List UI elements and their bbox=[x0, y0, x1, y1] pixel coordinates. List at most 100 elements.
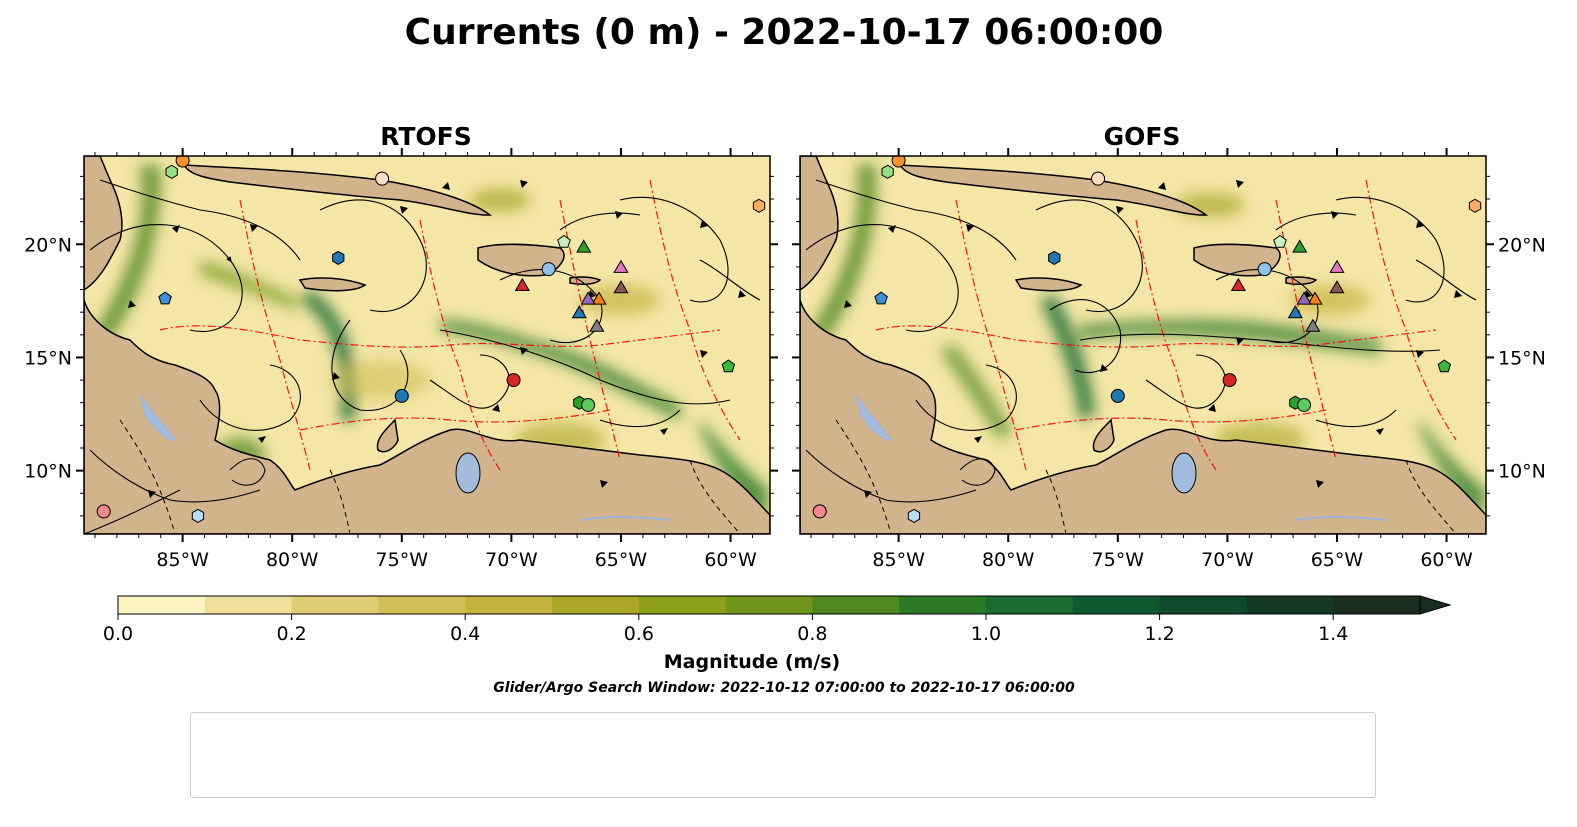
float-marker bbox=[891, 156, 906, 168]
eez-boundaries bbox=[875, 179, 1457, 471]
float-marker bbox=[1222, 373, 1237, 388]
x-tick-label: 65°W bbox=[595, 549, 648, 571]
axis-ticks-gofs: 85°W 80°W 75°W 70°W 65°W 60°W 10°N 15°N 20°N bbox=[792, 148, 1546, 571]
map-area-rtofs bbox=[84, 156, 770, 534]
float-marker bbox=[394, 388, 409, 403]
float-marker bbox=[1468, 198, 1482, 213]
float-marker bbox=[613, 259, 629, 273]
x-tick-label: 75°W bbox=[376, 549, 429, 571]
land-masses bbox=[84, 156, 770, 534]
float-marker bbox=[557, 234, 571, 248]
float-marker bbox=[1307, 291, 1323, 305]
float-marker bbox=[1230, 277, 1246, 291]
float-marker bbox=[1273, 234, 1287, 248]
x-tick-label: 70°W bbox=[485, 549, 538, 571]
float-marker bbox=[1329, 280, 1345, 294]
lakes bbox=[139, 394, 671, 521]
colorbar-bin bbox=[204, 596, 293, 614]
float-marker bbox=[571, 304, 587, 319]
float-marker bbox=[1305, 318, 1321, 332]
x-tick-label: 70°W bbox=[1201, 549, 1254, 571]
float-marker bbox=[514, 277, 530, 291]
float-marker bbox=[1292, 239, 1308, 253]
float-marker bbox=[1091, 171, 1106, 186]
float-marker bbox=[506, 373, 521, 388]
x-tick-label: 60°W bbox=[1420, 549, 1473, 571]
x-tick-label: 65°W bbox=[1311, 549, 1364, 571]
colorbar: 0.0 0.2 0.4 0.6 0.8 1.0 1.2 1.4 bbox=[103, 595, 1452, 645]
float-marker bbox=[812, 504, 827, 519]
y-tick-label: 20°N bbox=[1498, 234, 1546, 256]
colorbar-label: Magnitude (m/s) bbox=[664, 651, 841, 673]
stream-arrows bbox=[844, 180, 1462, 498]
borders bbox=[835, 419, 1457, 534]
float-markers-rtofs bbox=[96, 156, 766, 523]
y-tick-label: 20°N bbox=[24, 234, 72, 256]
colorbar-bin bbox=[1333, 596, 1421, 614]
float-marker bbox=[158, 291, 172, 305]
colorbar-bin bbox=[118, 596, 206, 614]
float-marker bbox=[589, 318, 605, 332]
colorbar-bin bbox=[465, 596, 553, 614]
colorbar-tick-label: 0.2 bbox=[276, 623, 306, 645]
map-panel-rtofs: RTOFS bbox=[24, 122, 778, 571]
map-frame-gofs bbox=[799, 155, 1487, 535]
float-marker bbox=[721, 359, 736, 373]
float-marker bbox=[580, 291, 596, 305]
y-tick-label: 15°N bbox=[1498, 347, 1546, 369]
float-marker bbox=[1110, 388, 1125, 403]
x-tick-label: 80°W bbox=[982, 549, 1035, 571]
search-window-subtitle: Glider/Argo Search Window: 2022-10-12 07… bbox=[493, 680, 1075, 696]
float-markers-gofs bbox=[812, 156, 1482, 523]
legend-frame bbox=[190, 712, 1376, 798]
y-tick-label: 15°N bbox=[24, 347, 72, 369]
colorbar-tick-label: 0.0 bbox=[103, 623, 133, 645]
colorbar-bin bbox=[291, 596, 379, 614]
map-panel-gofs: GOFS bbox=[792, 122, 1546, 571]
figure-title: Currents (0 m) - 2022-10-17 06:00:00 bbox=[405, 12, 1164, 53]
float-marker bbox=[907, 508, 921, 523]
x-tick-label: 75°W bbox=[1092, 549, 1145, 571]
colorbar-bin bbox=[378, 596, 466, 614]
float-marker bbox=[175, 156, 190, 168]
panel-title-gofs: GOFS bbox=[1104, 122, 1181, 151]
lakes bbox=[855, 394, 1387, 521]
colorbar-tick-label: 0.6 bbox=[624, 623, 654, 645]
streamlines bbox=[89, 179, 761, 503]
float-marker bbox=[874, 291, 888, 305]
streamlines bbox=[805, 179, 1477, 503]
float-marker bbox=[332, 250, 345, 265]
float-marker bbox=[1437, 359, 1452, 373]
colorbar-tick-label: 1.4 bbox=[1318, 623, 1348, 645]
colorbar-bin bbox=[725, 596, 813, 614]
y-tick-label: 10°N bbox=[1498, 461, 1546, 483]
float-marker bbox=[165, 164, 178, 179]
float-marker bbox=[576, 239, 592, 253]
float-marker bbox=[1257, 262, 1272, 277]
colorbar-tick-label: 1.2 bbox=[1144, 623, 1174, 645]
float-marker bbox=[1329, 259, 1345, 273]
float-marker bbox=[1287, 304, 1303, 319]
map-area-gofs bbox=[800, 156, 1486, 534]
colorbar-bin bbox=[1246, 596, 1334, 614]
float-marker bbox=[581, 397, 596, 412]
x-tick-label: 80°W bbox=[266, 549, 319, 571]
colorbar-bin bbox=[1072, 596, 1161, 614]
float-marker bbox=[1296, 291, 1312, 305]
float-marker bbox=[752, 198, 766, 213]
axis-ticks-rtofs: 85°W 80°W 75°W 70°W 65°W 60°W 10°N 15°N 20°N bbox=[24, 148, 778, 571]
map-frame-rtofs bbox=[83, 155, 771, 535]
colorbar-tick-label: 1.0 bbox=[971, 623, 1001, 645]
colorbar-tick-label: 0.4 bbox=[450, 623, 480, 645]
x-tick-label: 85°W bbox=[156, 549, 209, 571]
coastline-detail bbox=[84, 489, 181, 534]
float-marker bbox=[541, 262, 556, 277]
borders bbox=[119, 419, 741, 534]
float-marker bbox=[191, 508, 205, 523]
float-marker bbox=[1297, 397, 1312, 412]
panel-title-rtofs: RTOFS bbox=[380, 122, 472, 151]
colorbar-bin bbox=[986, 596, 1074, 614]
colorbar-tick-label: 0.8 bbox=[797, 623, 827, 645]
colorbar-frame bbox=[117, 595, 1421, 615]
